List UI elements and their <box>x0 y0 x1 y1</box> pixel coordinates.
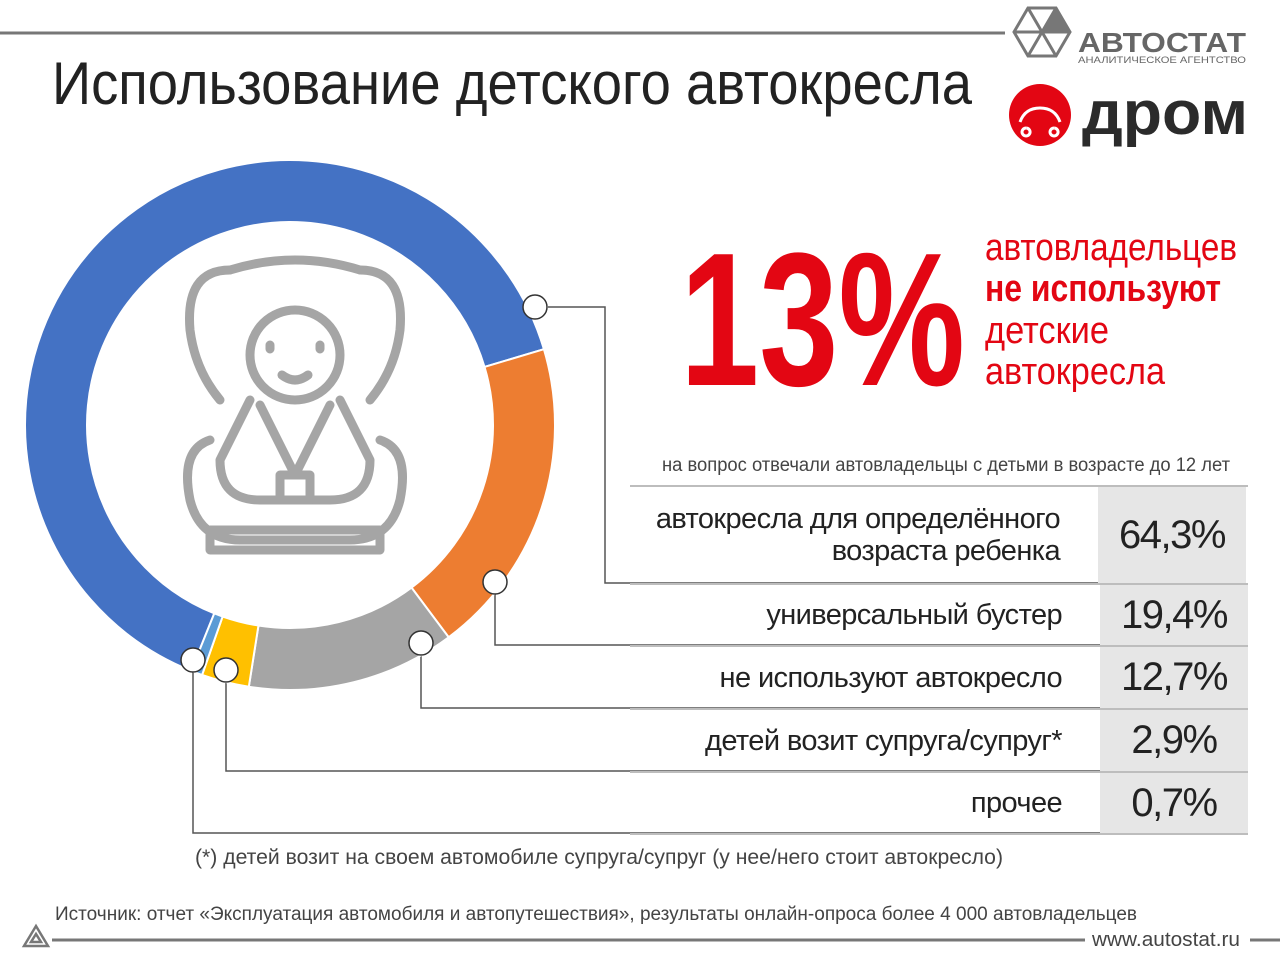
autostat-mark-fill <box>1042 8 1070 32</box>
value-label: 12,7% <box>1100 647 1248 708</box>
value-label: 0,7% <box>1100 773 1248 833</box>
category-label: прочее <box>970 787 1063 819</box>
category-label: универсальный бустер <box>766 599 1062 631</box>
source: Источник: отчет «Эксплуатация автомобиля… <box>55 904 1137 925</box>
highlight-line: автовладельцев <box>985 227 1237 269</box>
leader-markers <box>180 294 548 683</box>
table-row: не используют автокресло 12,7% <box>630 647 1248 710</box>
car-seat-icon <box>183 255 407 555</box>
donut <box>24 159 556 691</box>
autostat-subtitle: АНАЛИТИЧЕСКОЕ АГЕНТСТВО <box>1078 55 1246 65</box>
value-label: 64,3% <box>1098 487 1246 583</box>
footnote: (*) детей возит на своем автомобиле супр… <box>195 846 1003 869</box>
highlight-line: детские <box>985 310 1109 352</box>
highlight-line: автокресла <box>985 351 1166 393</box>
value-label: 19,4% <box>1100 585 1248 645</box>
title: Использование детского автокресла <box>52 50 973 117</box>
table-row: детей возит супруга/супруг* 2,9% <box>630 710 1248 773</box>
category-label: детей возит супруга/супруг* <box>705 724 1063 757</box>
drom-mark <box>1009 84 1071 146</box>
legend-table: автокресла для определённого возраста ре… <box>630 485 1248 835</box>
highlight-line: не используют <box>985 268 1221 310</box>
autostat-logo: АВТОСТАТ <box>1078 27 1246 58</box>
corner-logo <box>21 923 51 948</box>
url: www.autostat.ru <box>1091 929 1240 951</box>
chart-note: на вопрос отвечали автовладельцы с детьм… <box>662 455 1230 476</box>
drom-car <box>1018 106 1062 138</box>
table-row: универсальный бустер 19,4% <box>630 585 1248 647</box>
drom-logo: дром <box>1082 79 1248 148</box>
donut-segment <box>410 347 556 639</box>
category-label: автокресла для определённого возраста ре… <box>655 503 1061 567</box>
category-label: не используют автокресло <box>719 661 1063 694</box>
highlight-figure: 13% <box>680 214 965 426</box>
table-row: прочее 0,7% <box>630 773 1248 835</box>
value-label: 2,9% <box>1100 710 1248 771</box>
table-row: автокресла для определённого возраста ре… <box>630 487 1248 585</box>
